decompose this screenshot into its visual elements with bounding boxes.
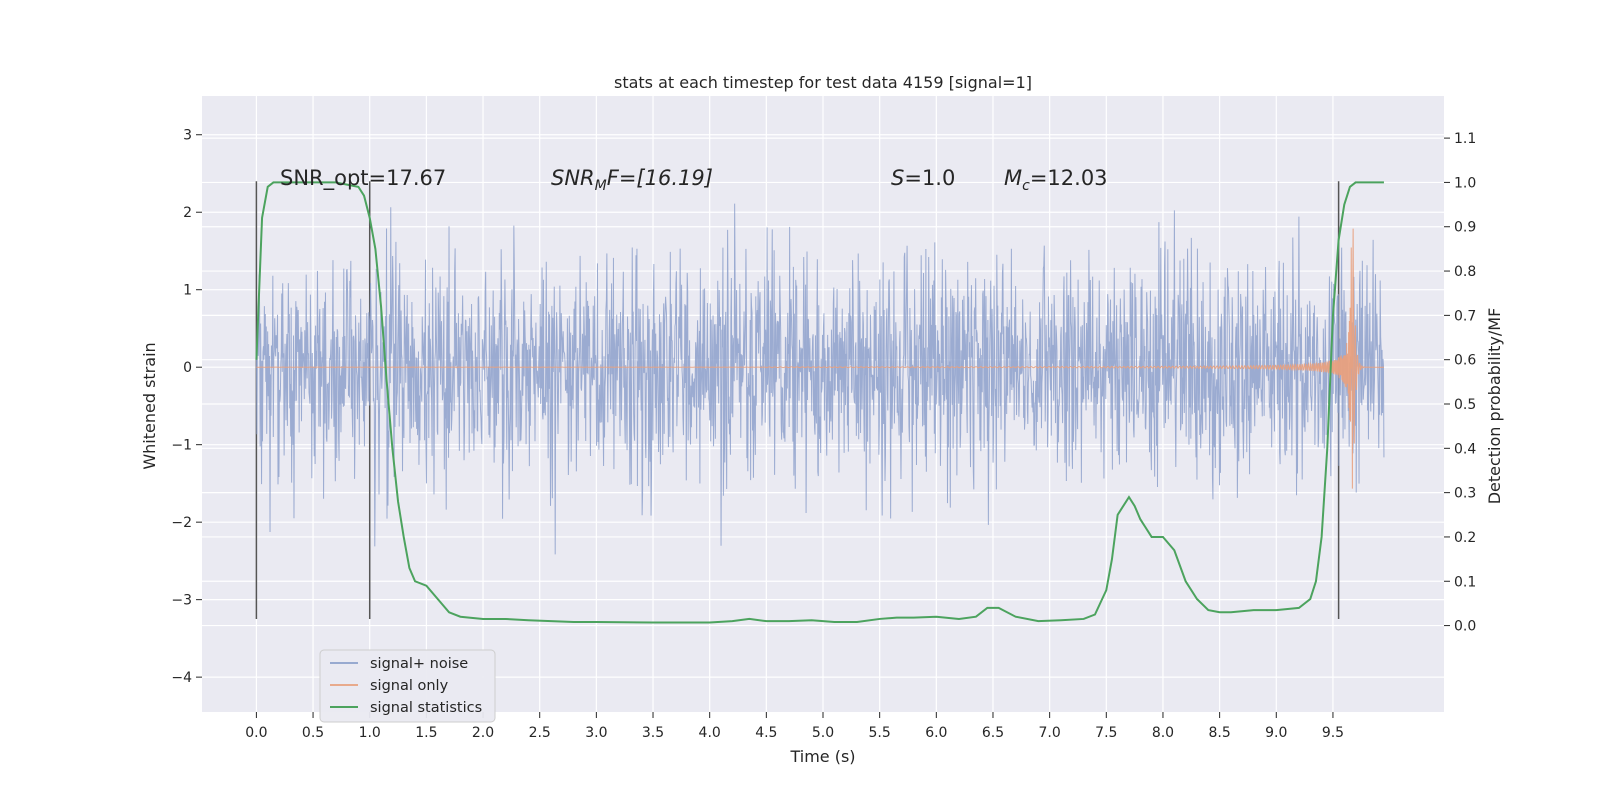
x-tick-label-0: 0.0 — [245, 725, 267, 741]
series-signal-plus-noise — [255, 203, 1385, 555]
legend-label-signal: signal only — [370, 678, 449, 694]
annotation-snr-mf: SNRMF=[16.19] — [551, 166, 713, 194]
x-tick-label-1: 0.5 — [302, 725, 324, 741]
y2-axis-title: Detection probability/MF — [1485, 308, 1504, 505]
y2-tick-label-2: 0.2 — [1454, 530, 1476, 546]
stats-line — [255, 181, 1384, 624]
legend-label-stats: signal statistics — [370, 700, 482, 716]
x-tick-label-6: 3.0 — [585, 725, 607, 741]
y2-axis-ticks: 0.0 0.1 0.2 0.3 0.4 0.5 0.6 0.7 0.8 0.9 1.0 1.1 — [1444, 131, 1476, 635]
y-axis-title: Whitened strain — [140, 342, 159, 469]
x-tick-label-14: 7.0 — [1039, 725, 1061, 741]
y-tick-label-6: −3 — [171, 593, 192, 609]
x-tick-label-13: 6.5 — [982, 725, 1004, 741]
y2-tick-label-4: 0.4 — [1454, 441, 1476, 457]
x-axis-title: Time (s) — [789, 747, 855, 766]
x-tick-label-17: 8.5 — [1208, 725, 1230, 741]
annotation-snr-opt: SNR_opt=17.67 — [280, 166, 446, 191]
x-tick-label-11: 5.5 — [869, 725, 891, 741]
annotation-mc: Mc=12.03 — [1004, 166, 1108, 194]
noise-trace — [255, 203, 1385, 555]
y2-tick-label-10: 1.0 — [1454, 175, 1476, 191]
signal-trace — [256, 228, 1384, 489]
y2-tick-label-5: 0.5 — [1454, 397, 1476, 413]
y2-tick-label-8: 0.8 — [1454, 264, 1476, 280]
x-tick-label-8: 4.0 — [699, 725, 721, 741]
y2-tick-label-6: 0.6 — [1454, 353, 1476, 369]
y2-tick-label-3: 0.3 — [1454, 486, 1476, 502]
y-tick-label-0: 3 — [183, 128, 192, 144]
x-tick-label-18: 9.0 — [1265, 725, 1287, 741]
x-tick-label-7: 3.5 — [642, 725, 664, 741]
y-tick-label-2: 1 — [183, 283, 192, 299]
y-tick-label-1: 2 — [183, 205, 192, 221]
x-tick-label-15: 7.5 — [1095, 725, 1117, 741]
x-tick-label-2: 1.0 — [359, 725, 381, 741]
y-tick-label-5: −2 — [171, 515, 192, 531]
y2-tick-label-11: 1.1 — [1454, 131, 1476, 147]
chart-title: stats at each timestep for test data 415… — [614, 73, 1032, 92]
y-tick-label-7: −4 — [171, 670, 192, 686]
x-tick-label-10: 5.0 — [812, 725, 834, 741]
annotation-s: S=1.0 — [891, 166, 955, 190]
legend-label-noise: signal+ noise — [370, 656, 468, 672]
legend-box — [319, 649, 496, 723]
y2-tick-label-1: 0.1 — [1454, 574, 1476, 590]
series-signal-only — [256, 228, 1384, 489]
y-tick-label-3: 0 — [183, 360, 192, 376]
y-tick-label-4: −1 — [171, 438, 192, 454]
legend: signal+ noise signal only signal statist… — [319, 649, 496, 723]
x-tick-label-3: 1.5 — [415, 725, 437, 741]
x-tick-label-9: 4.5 — [755, 725, 777, 741]
series-signal-statistics — [255, 181, 1384, 624]
y2-tick-label-9: 0.9 — [1454, 220, 1476, 236]
x-tick-label-4: 2.0 — [472, 725, 494, 741]
y2-tick-label-7: 0.7 — [1454, 308, 1476, 324]
x-tick-label-5: 2.5 — [529, 725, 551, 741]
x-tick-label-19: 9.5 — [1322, 725, 1344, 741]
x-tick-label-16: 8.0 — [1152, 725, 1174, 741]
x-tick-label-12: 6.0 — [925, 725, 947, 741]
y2-tick-label-0: 0.0 — [1454, 619, 1476, 635]
y-axis-ticks: 3 2 1 0 −1 −2 −3 −4 — [171, 128, 202, 686]
x-axis-ticks: 0.0 0.5 1.0 1.5 2.0 2.5 3.0 3.5 4.0 4.5 5.0 5.5 6.0 6… — [245, 712, 1344, 741]
